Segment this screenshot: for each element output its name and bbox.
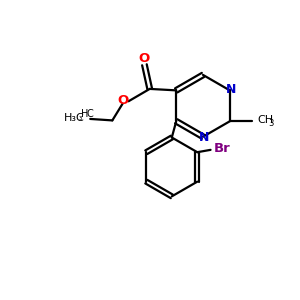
Text: N: N [199,131,210,144]
Text: 3: 3 [268,119,273,128]
Text: CH: CH [257,115,273,125]
Text: Br: Br [214,142,230,155]
Text: C: C [87,109,94,118]
Text: O: O [139,52,150,65]
Text: O: O [118,94,129,107]
Text: N: N [226,83,236,96]
Text: H: H [81,109,88,118]
Text: H₃C: H₃C [64,113,84,123]
Text: ₃: ₃ [78,113,82,122]
